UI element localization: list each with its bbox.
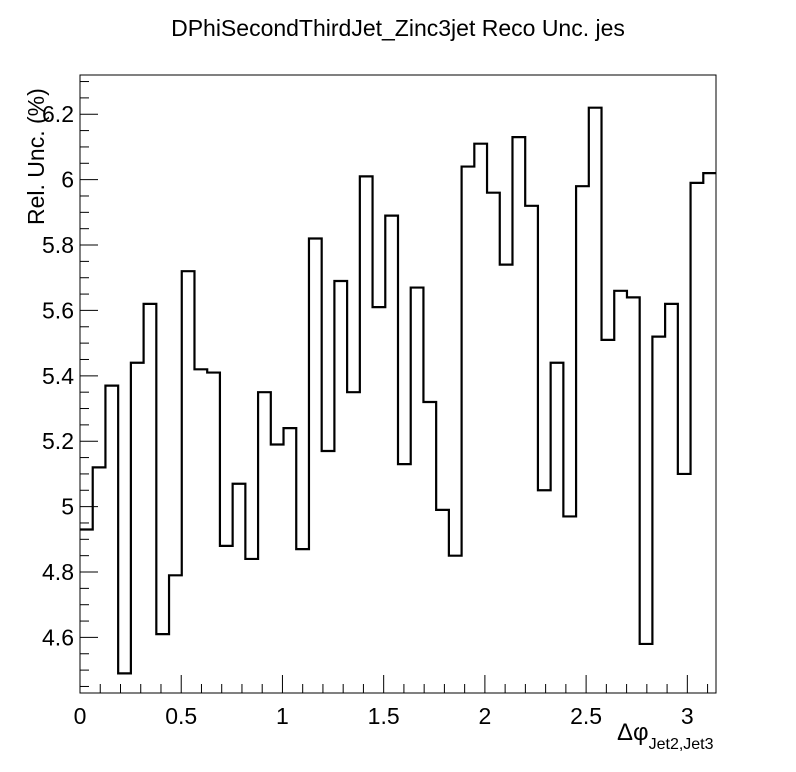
y-tick-label: 4.6 xyxy=(42,624,74,650)
series xyxy=(80,106,716,675)
x-tick-label: 1 xyxy=(276,703,289,729)
plot-area xyxy=(79,74,717,694)
y-tick-label: 6.2 xyxy=(42,101,74,127)
x-tick-label: 0.5 xyxy=(165,703,197,729)
y-axis-label: Rel. Unc. (%) xyxy=(23,88,49,225)
x-tick-label: 2.5 xyxy=(570,703,602,729)
y-tick-label: 4.8 xyxy=(42,559,74,585)
y-tick-label: 6 xyxy=(61,167,74,193)
series-line xyxy=(80,106,716,675)
y-tick-label: 5.2 xyxy=(42,428,74,454)
y-tick-label: 5.4 xyxy=(42,363,74,389)
x-tick-label: 1.5 xyxy=(368,703,400,729)
plot-frame xyxy=(79,74,717,694)
y-tick-label: 5 xyxy=(61,494,74,520)
y-tick-label: 5.6 xyxy=(42,297,74,323)
chart-title: DPhiSecondThirdJet_Zinc3jet Reco Unc. je… xyxy=(171,15,625,41)
x-axis: 0 0.5 1 1.5 2 2.5 3 xyxy=(74,675,709,729)
x-tick-label: 2 xyxy=(478,703,491,729)
x-tick-label: 3 xyxy=(681,703,694,729)
y-tick-label: 5.8 xyxy=(42,232,74,258)
x-tick-label: 0 xyxy=(74,703,87,729)
x-axis-label: ΔφJet2,Jet3 xyxy=(617,719,714,753)
x-axis-label-main: Δφ xyxy=(617,719,649,746)
y-axis: 4.6 4.8 5 5.2 5.4 5.6 5.8 6 6.2 xyxy=(42,81,98,687)
x-axis-label-subscript: Jet2,Jet3 xyxy=(649,736,714,753)
